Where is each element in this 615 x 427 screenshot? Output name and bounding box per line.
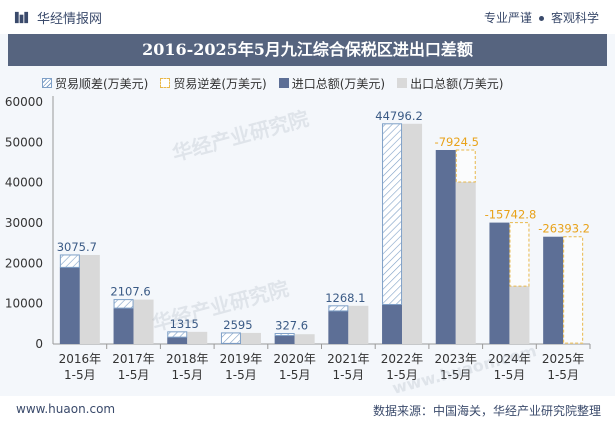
x-tick-label-year: 2025年 (542, 352, 585, 366)
x-tick-label-period: 1-5月 (547, 368, 579, 382)
bar-deficit (455, 149, 476, 183)
bar-surplus (328, 305, 349, 312)
y-tick-label: 40000 (5, 176, 43, 190)
chart-legend: 贸易顺差(万美元) 贸易逆差(万美元) 进口总额(万美元) 出口总额(万美元) (42, 74, 516, 92)
bar-export (187, 331, 208, 344)
x-tick-label-period: 1-5月 (279, 368, 311, 382)
y-tick-label: 30000 (5, 216, 43, 230)
x-tick-label-year: 2019年 (220, 352, 263, 366)
bar-surplus (220, 332, 241, 344)
data-label-surplus: 2595 (223, 318, 252, 332)
legend-label-surplus: 贸易顺差(万美元) (55, 76, 149, 91)
huajing-logo-icon (14, 11, 29, 24)
footer-website[interactable]: www.huaon.com (16, 402, 116, 416)
bar-export (294, 334, 315, 344)
bar-deficit (563, 236, 584, 344)
x-tick-label-period: 1-5月 (225, 368, 257, 382)
bar-export (79, 254, 100, 344)
bar-import (274, 335, 295, 344)
bar-import (113, 308, 134, 344)
y-tick-label: 0 (35, 337, 43, 351)
x-tick-label-year: 2018年 (166, 352, 209, 366)
bar-surplus (274, 333, 295, 337)
y-tick-label: 10000 (5, 297, 43, 311)
x-tick-label-year: 2022年 (381, 352, 424, 366)
bar-import (435, 149, 456, 344)
data-label-deficit: -15742.8 (485, 208, 537, 222)
x-tick-label-year: 2021年 (327, 352, 370, 366)
data-label-surplus: 44796.2 (375, 109, 423, 123)
bar-export (402, 123, 423, 345)
bar-export (348, 305, 369, 344)
bar-export (563, 343, 584, 344)
data-label-surplus: 3075.7 (57, 240, 97, 254)
y-tick-label: 60000 (5, 95, 43, 109)
bar-export (133, 299, 154, 344)
bar-surplus (382, 123, 403, 305)
legend-swatch-deficit (160, 78, 171, 88)
legend-item-deficit[interactable]: 贸易逆差(万美元) (160, 75, 267, 92)
x-tick-label-year: 2017年 (112, 352, 155, 366)
bar-import (167, 337, 188, 344)
legend-label-import: 进口总额(万美元) (291, 76, 386, 91)
chart-title: 2016-2025年5月九江综合保税区进出口差额 (8, 34, 607, 66)
data-label-deficit: -7924.5 (435, 135, 479, 149)
brand-name: 华经情报网 (37, 12, 103, 27)
x-tick-label-period: 1-5月 (494, 368, 526, 382)
bar-surplus (113, 299, 134, 309)
legend-item-import[interactable]: 进口总额(万美元) (278, 75, 386, 92)
data-label-surplus: 1315 (170, 317, 199, 331)
slogan-left: 专业严谨 (483, 11, 532, 25)
data-label-deficit: -26393.2 (538, 222, 590, 236)
legend-label-export: 出口总额(万美元) (410, 76, 504, 91)
bar-import (59, 267, 80, 344)
bar-import (543, 236, 564, 344)
top-bar: 华经情报网 专业严谨 客观科学 (0, 0, 615, 34)
bar-surplus (59, 254, 80, 268)
bar-surplus (167, 331, 188, 338)
slogan: 专业严谨 客观科学 (484, 9, 599, 26)
x-tick-label-period: 1-5月 (171, 368, 203, 382)
y-tick-label: 20000 (5, 256, 43, 270)
footer-source: 数据来源：中国海关，华经产业研究院整理 (372, 404, 601, 418)
bar-export (509, 286, 530, 344)
bar-deficit (509, 222, 530, 287)
x-tick-label-year: 2023年 (434, 352, 477, 366)
brand[interactable]: 华经情报网 (14, 8, 102, 27)
legend-swatch-export (397, 78, 408, 88)
data-label-surplus: 2107.6 (110, 285, 150, 299)
slogan-dot-icon (538, 16, 544, 21)
x-tick-label-period: 1-5月 (333, 368, 365, 382)
x-tick-label-period: 1-5月 (64, 368, 96, 382)
legend-item-surplus[interactable]: 贸易顺差(万美元) (42, 75, 148, 92)
data-label-surplus: 327.6 (275, 319, 308, 333)
legend-item-export[interactable]: 出口总额(万美元) (397, 75, 504, 92)
slogan-right: 客观科学 (550, 11, 599, 25)
legend-swatch-surplus (42, 78, 52, 88)
legend-swatch-import (278, 78, 289, 88)
bar-export (455, 181, 476, 344)
bar-import (328, 310, 349, 344)
x-tick-label-period: 1-5月 (386, 368, 418, 382)
footer-bar (0, 396, 615, 427)
y-tick-label: 50000 (5, 135, 43, 149)
x-tick-label-period: 1-5月 (118, 368, 150, 382)
bar-import (382, 304, 403, 344)
x-tick-label-year: 2016年 (59, 352, 102, 366)
x-tick-label-year: 2024年 (488, 352, 531, 366)
bar-export (240, 332, 261, 344)
x-tick-label-year: 2020年 (273, 352, 316, 366)
bar-import (489, 222, 510, 344)
data-label-surplus: 1268.1 (325, 291, 365, 305)
x-tick-label-period: 1-5月 (440, 368, 472, 382)
legend-label-deficit: 贸易逆差(万美元) (173, 76, 267, 91)
